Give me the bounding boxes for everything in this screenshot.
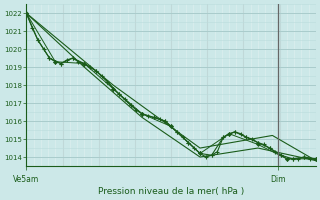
X-axis label: Pression niveau de la mer( hPa ): Pression niveau de la mer( hPa ) bbox=[98, 187, 244, 196]
